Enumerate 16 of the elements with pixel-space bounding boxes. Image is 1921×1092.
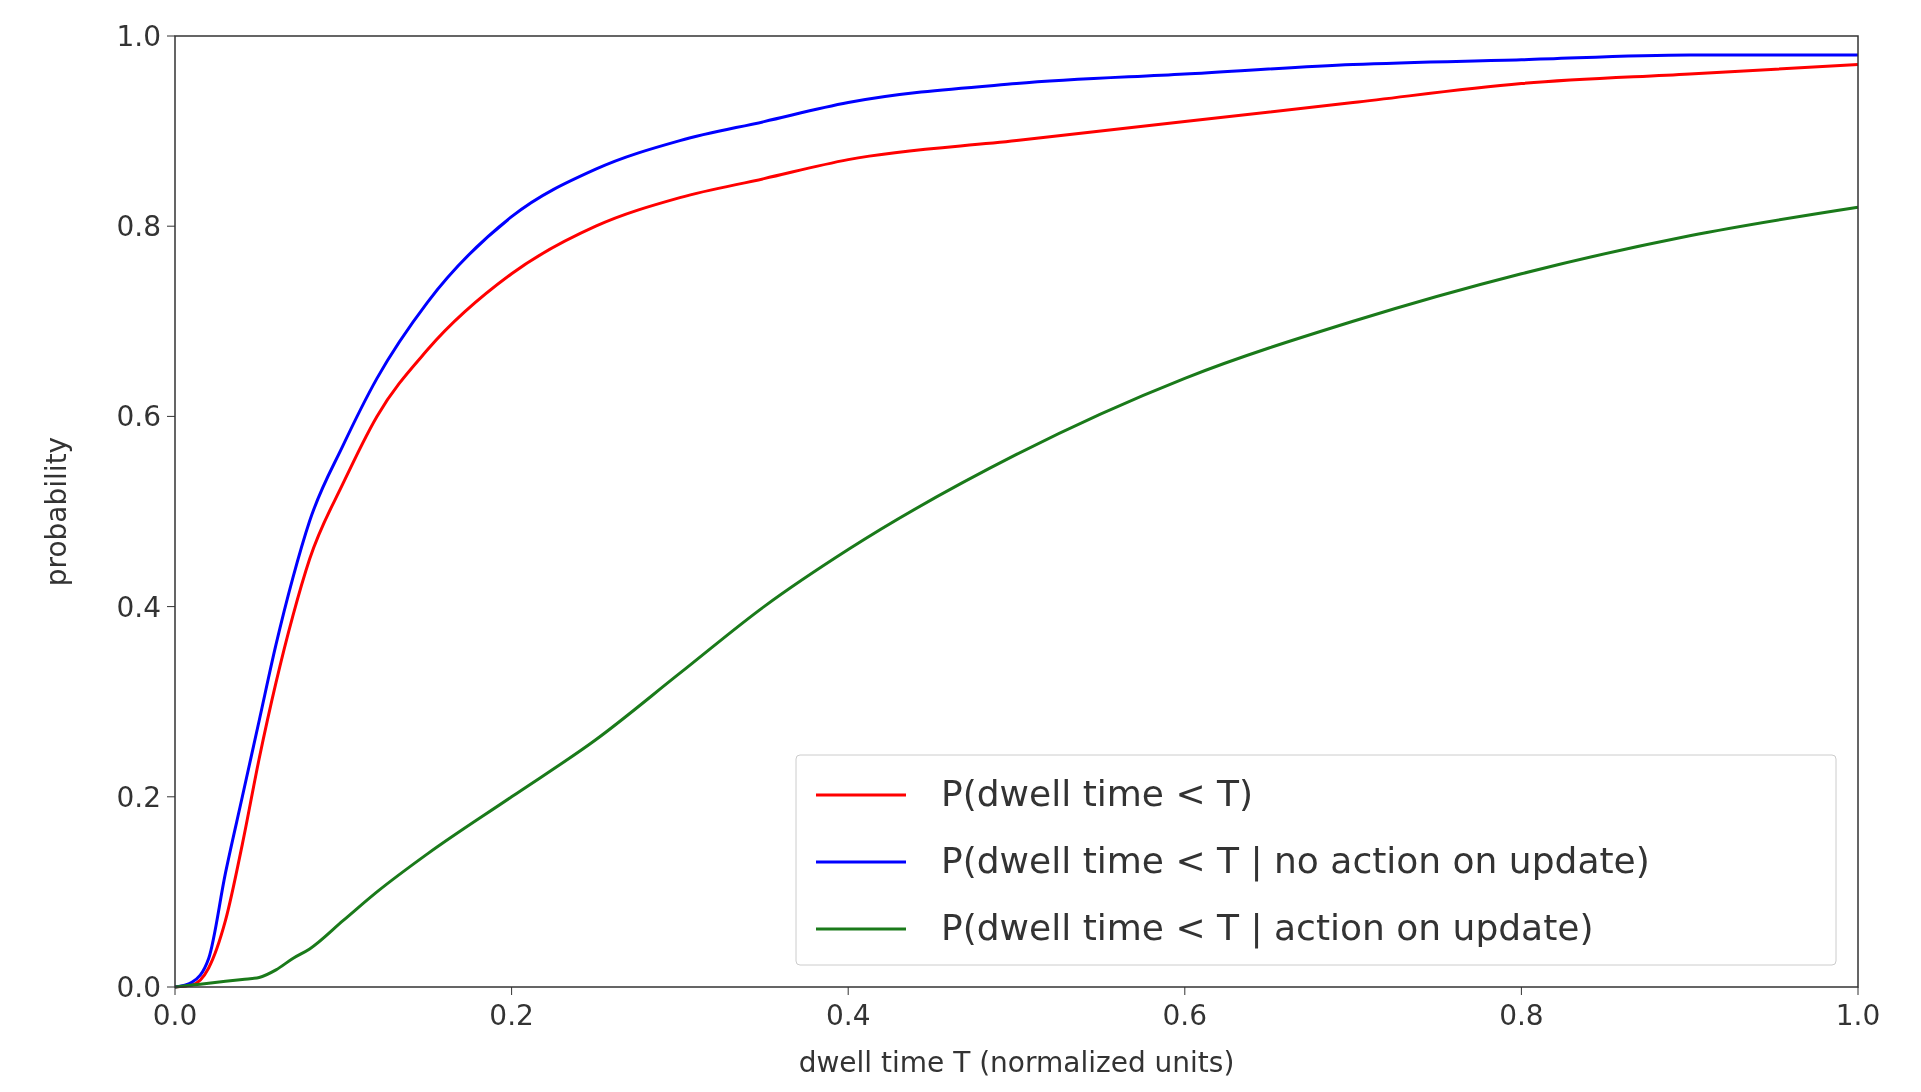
legend-label: P(dwell time < T | action on update) — [941, 907, 1594, 949]
x-tick-label: 0.4 — [825, 999, 871, 1032]
legend-label: P(dwell time < T) — [941, 773, 1254, 814]
line-series — [173, 205, 1860, 989]
y-tick-label: 0.8 — [116, 210, 161, 244]
x-tick-label: 0.6 — [1162, 999, 1208, 1032]
y-tick-label: 0.6 — [116, 400, 161, 434]
y-axis-title: probability — [40, 436, 73, 587]
y-tick-label: 0.4 — [116, 590, 161, 624]
x-tick-label: 0.8 — [1499, 999, 1544, 1032]
y-tick-label: 1.0 — [116, 20, 161, 53]
y-tick-label: 0.2 — [116, 780, 161, 814]
legend-label: P(dwell time < T | no action on update) — [941, 840, 1650, 882]
x-tick-label: 1.0 — [1835, 999, 1881, 1032]
x-tick-label: 0.2 — [489, 999, 534, 1032]
x-axis-title: dwell time T (normalized units) — [798, 1046, 1235, 1079]
